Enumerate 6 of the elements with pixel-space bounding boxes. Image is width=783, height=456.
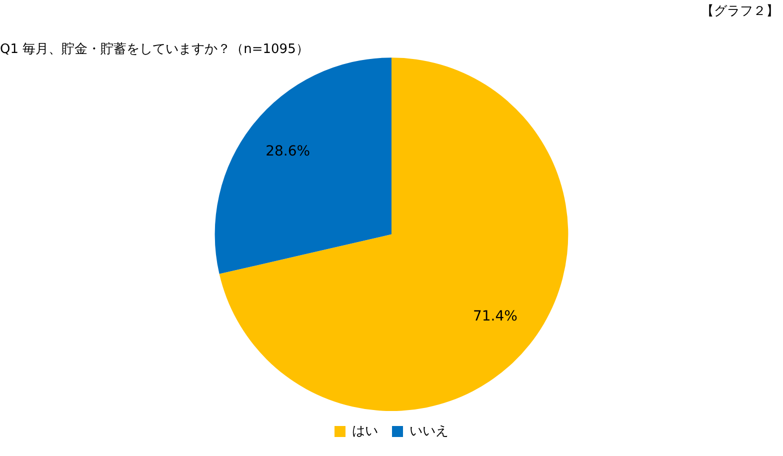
data-label: 28.6% — [266, 143, 310, 160]
text: 【グラフ２】 — [701, 3, 779, 20]
data-label: 71.4% — [472, 308, 518, 324]
legend-label: はい — [352, 424, 378, 439]
legend-label: いいえ — [410, 424, 448, 439]
chart-title: Q1 毎月、貯金・貯蓄をしていますか？（n=1095） — [0, 42, 309, 58]
